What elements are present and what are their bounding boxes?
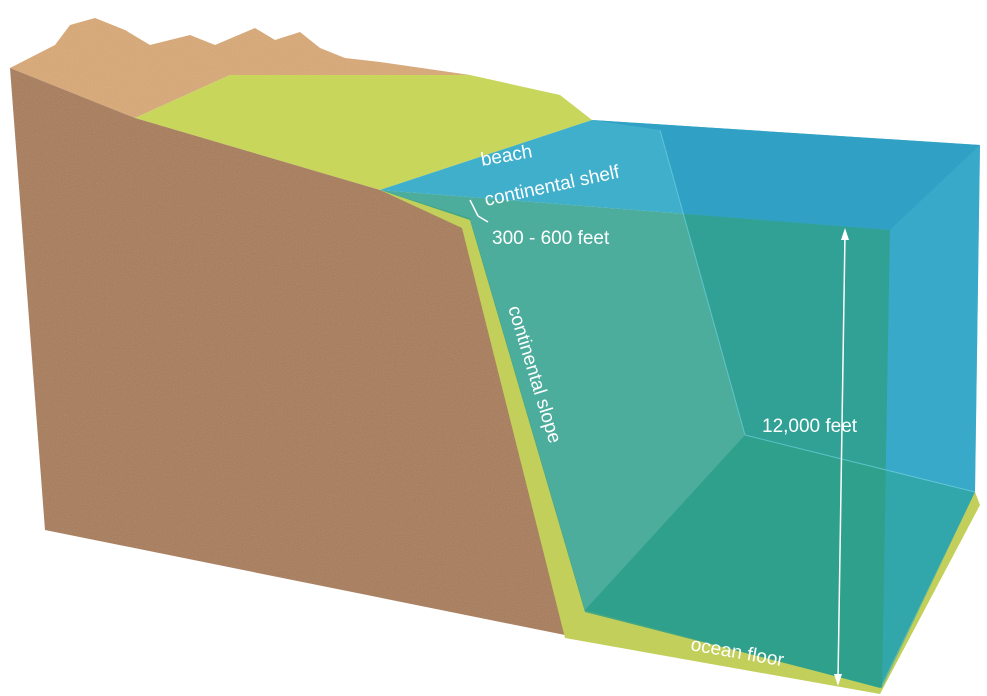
edge xyxy=(744,434,976,493)
shelf-depth-label: 300 - 600 feet xyxy=(492,228,610,249)
arrow-head xyxy=(834,674,842,686)
shelf-pointer xyxy=(477,215,489,223)
mountains xyxy=(10,18,470,118)
water-side xyxy=(882,145,980,688)
edge xyxy=(659,129,746,436)
shelf-arrow xyxy=(469,199,479,217)
water-front xyxy=(380,190,890,688)
coastal-plain xyxy=(135,75,592,190)
ocean-depth-label: 12,000 feet xyxy=(762,416,858,437)
depth-arrow xyxy=(837,233,846,681)
arrow-head xyxy=(841,228,849,240)
